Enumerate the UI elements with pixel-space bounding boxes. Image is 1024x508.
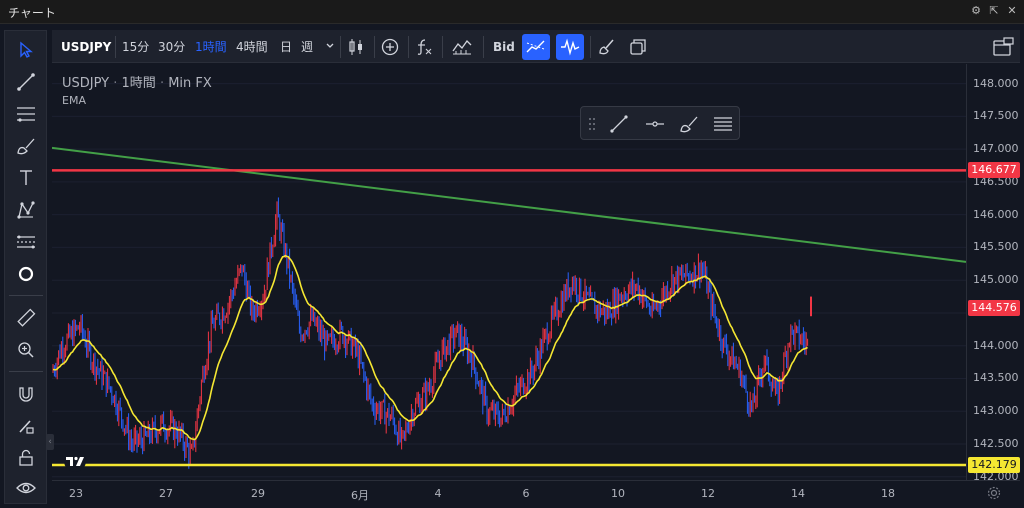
measure-lines-icon[interactable] [11,229,41,255]
price-tick: 143.000 [973,404,1019,418]
floating-drawing-toolbar [580,106,740,140]
drawing-toolbar [4,30,47,504]
time-tick: 4 [434,487,442,500]
indicators-icon[interactable] [410,34,438,60]
price-axis[interactable]: 148.000 147.500 147.000 146.500 146.000 145.5… [966,64,1020,483]
toolbar-divider [9,371,43,372]
auto-trendline-icon[interactable] [522,34,550,60]
price-tick: 146.500 [973,174,1019,188]
time-tick: 6月 [351,489,369,502]
interval-4h[interactable]: 4時間 [236,40,268,54]
toolbar-divider [374,36,375,58]
time-axis[interactable]: 23 27 29 6月 4 6 10 12 14 18 [52,480,1020,504]
magnet-icon[interactable] [11,381,41,407]
collapse-toolbar-handle[interactable]: ‹ [46,434,54,450]
toolbar-divider [340,36,341,58]
price-tick: 148.000 [973,76,1019,90]
templates-icon[interactable] [448,34,476,60]
trend-line [52,146,966,263]
price-type-toggle[interactable]: Bid [493,40,515,54]
chevron-down-icon[interactable] [325,37,335,55]
interval-1h[interactable]: 1時間 [195,40,227,54]
toolbar-divider [442,36,443,58]
price-tick: 146.000 [973,207,1019,221]
price-tick: 147.500 [973,109,1019,123]
text-icon[interactable] [11,165,41,191]
indicator-legend[interactable]: EMA [62,94,86,107]
wave-indicator-icon[interactable] [556,34,584,60]
top-toolbar: USDJPY 15分 30分 1時間 4時間 日 週 Bid [52,30,1020,63]
toolbar-divider [115,36,116,58]
fib-lines-icon[interactable] [11,101,41,127]
add-compare-icon[interactable] [376,34,404,60]
chart-layout-icon[interactable] [988,34,1018,60]
price-tick: 145.500 [973,240,1019,254]
clear-drawings-icon[interactable] [592,34,620,60]
time-tick: 29 [251,487,265,500]
lock-icon[interactable] [11,445,41,471]
toolbar-divider [590,36,591,58]
time-tick: 10 [611,487,625,500]
horizontal-line-icon[interactable] [641,111,669,137]
time-tick: 6 [522,487,530,500]
price-tick: 144.000 [973,338,1019,352]
brush-icon[interactable] [11,133,41,159]
cursor-icon[interactable] [11,37,41,63]
time-tick: 14 [791,487,805,500]
chart-pane[interactable] [52,64,966,480]
drag-handle-icon[interactable] [583,111,601,137]
price-chart[interactable] [52,64,966,480]
legend-interval: 1時間 [121,76,156,91]
ruler-icon[interactable] [11,305,41,331]
close-icon[interactable]: ✕ [1007,4,1017,17]
time-tick: 18 [881,487,895,500]
axis-settings-icon[interactable] [986,485,1002,505]
legend-symbol: USDJPY [62,76,110,91]
interval-day[interactable]: 日 [280,40,293,54]
pattern-icon[interactable] [11,197,41,223]
red-line-price-badge: 146.677 [968,162,1020,179]
price-tick: 143.500 [973,371,1019,385]
time-tick: 12 [701,487,715,500]
brush-icon[interactable] [675,111,703,137]
eye-icon[interactable] [11,475,41,501]
window-titlebar: チャート ⚙ ⇱ ✕ [0,0,1024,24]
layout-windows-icon[interactable] [624,34,652,60]
toolbar-divider [483,36,484,58]
settings-icon[interactable]: ⚙ [971,4,981,17]
pencil-lock-icon[interactable] [11,413,41,439]
popout-icon[interactable]: ⇱ [989,4,999,17]
window-title: チャート [8,6,56,20]
trend-line-icon[interactable] [11,69,41,95]
toolbar-divider [408,36,409,58]
price-tick: 142.500 [973,436,1019,450]
fib-lines-icon[interactable] [709,111,737,137]
chart-legend: USDJPY · 1時間 · Min FX [62,76,212,91]
yellow-line-price-badge: 142.179 [968,456,1020,473]
legend-source: Min FX [168,76,212,91]
price-tick: 147.000 [973,142,1019,156]
circle-shape-icon[interactable] [11,261,41,287]
symbol-search[interactable]: USDJPY [61,40,112,54]
interval-15m[interactable]: 15分 [122,40,150,54]
price-tick: 145.000 [973,273,1019,287]
last-price-badge: 144.576 [968,299,1020,316]
trend-line-icon[interactable] [605,111,633,137]
interval-week[interactable]: 週 [301,40,314,54]
candles-icon[interactable] [342,34,370,60]
toolbar-divider [9,295,43,296]
interval-30m[interactable]: 30分 [158,40,186,54]
time-tick: 23 [69,487,83,500]
zoom-in-icon[interactable] [11,337,41,363]
tradingview-logo[interactable] [62,450,88,472]
time-tick: 27 [159,487,173,500]
ema-line [52,254,808,441]
